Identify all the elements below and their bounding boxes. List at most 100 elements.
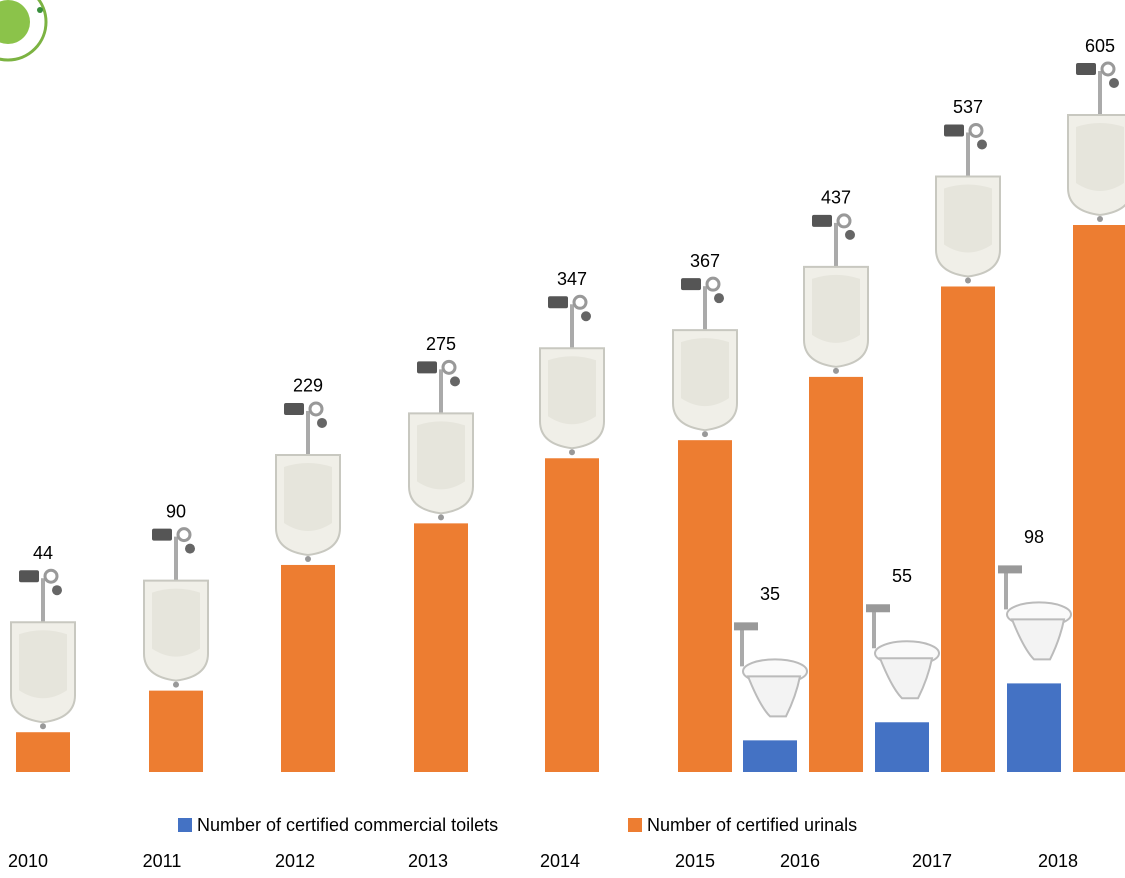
x-tick-label: 2014 xyxy=(540,851,580,871)
valve-knob xyxy=(574,296,586,308)
pipe xyxy=(306,411,310,455)
data-label: 35 xyxy=(760,584,780,604)
valve-handle xyxy=(581,311,591,321)
x-tick-label: 2012 xyxy=(275,851,315,871)
x-tick-label: 2017 xyxy=(912,851,952,871)
bowl-inner xyxy=(152,589,200,657)
x-tick-label: 2015 xyxy=(675,851,715,871)
valve-knob xyxy=(310,403,322,415)
drain xyxy=(965,277,971,283)
valve-knob xyxy=(707,278,719,290)
urinal-icon xyxy=(409,361,473,520)
data-label: 98 xyxy=(1024,527,1044,547)
bar xyxy=(1007,683,1061,772)
valve-handle xyxy=(450,376,460,386)
drain xyxy=(438,514,444,520)
data-label: 367 xyxy=(690,251,720,271)
data-label: 90 xyxy=(166,501,186,521)
data-label: 605 xyxy=(1085,36,1115,56)
valve xyxy=(548,296,568,308)
valve-knob xyxy=(178,529,190,541)
pipe xyxy=(1098,71,1102,115)
valve-knob xyxy=(838,215,850,227)
valve-knob xyxy=(1102,63,1114,75)
urinal-icon xyxy=(276,403,340,562)
valve xyxy=(681,278,701,290)
pipe xyxy=(703,286,707,330)
toilet-valve xyxy=(866,604,890,612)
x-tick-label: 2011 xyxy=(143,851,182,871)
valve-handle xyxy=(1109,78,1119,88)
valve xyxy=(152,529,172,541)
legend-swatch xyxy=(178,818,192,832)
valve-handle xyxy=(52,585,62,595)
bar xyxy=(809,377,863,772)
drain xyxy=(1097,216,1103,222)
bar xyxy=(281,565,335,772)
bar xyxy=(16,732,70,772)
bar xyxy=(678,440,732,772)
data-label: 44 xyxy=(33,543,53,563)
bowl-inner xyxy=(548,356,596,424)
chart: 3555984490229275347367437537605201020112… xyxy=(0,0,1125,878)
bar xyxy=(149,691,203,772)
drain xyxy=(569,449,575,455)
bar xyxy=(414,523,468,772)
legend-swatch xyxy=(628,818,642,832)
x-tick-label: 2010 xyxy=(8,851,48,871)
drain xyxy=(305,556,311,562)
valve-handle xyxy=(714,293,724,303)
pipe xyxy=(174,537,178,581)
urinal-icon xyxy=(144,529,208,688)
pipe xyxy=(570,304,574,348)
urinal-icon xyxy=(1068,63,1125,222)
bowl-inner xyxy=(681,338,729,406)
bowl-inner xyxy=(417,421,465,489)
urinal-icon xyxy=(936,124,1000,283)
valve-handle xyxy=(845,230,855,240)
valve xyxy=(1076,63,1096,75)
urinal-icon xyxy=(540,296,604,455)
bowl-inner xyxy=(284,463,332,531)
logo xyxy=(0,0,46,60)
bowl-inner xyxy=(19,630,67,698)
bowl-inner xyxy=(944,184,992,252)
data-label: 347 xyxy=(557,269,587,289)
bowl-inner xyxy=(1076,123,1124,191)
pipe xyxy=(41,578,45,622)
data-label: 229 xyxy=(293,376,323,396)
urinal-icon xyxy=(804,215,868,374)
drain xyxy=(40,723,46,729)
valve-knob xyxy=(443,361,455,373)
urinal-icon xyxy=(673,278,737,437)
x-tick-label: 2018 xyxy=(1038,851,1078,871)
pipe xyxy=(966,132,970,176)
bar xyxy=(1073,225,1125,772)
drain xyxy=(833,368,839,374)
pipe xyxy=(834,223,838,267)
valve-handle xyxy=(977,139,987,149)
pipe xyxy=(439,369,443,413)
valve-handle xyxy=(317,418,327,428)
data-label: 55 xyxy=(892,566,912,586)
data-label: 275 xyxy=(426,334,456,354)
valve xyxy=(417,361,437,373)
valve xyxy=(19,570,39,582)
bar xyxy=(743,740,797,772)
data-label: 437 xyxy=(821,188,851,208)
drain xyxy=(702,431,708,437)
toilet-pipe xyxy=(872,608,876,648)
valve xyxy=(812,215,832,227)
bar xyxy=(545,458,599,772)
valve-handle xyxy=(185,544,195,554)
valve xyxy=(944,124,964,136)
toilet-valve xyxy=(734,622,758,630)
bar xyxy=(875,722,929,772)
bar xyxy=(941,286,995,772)
bowl-inner xyxy=(812,275,860,343)
drain xyxy=(173,682,179,688)
x-tick-label: 2016 xyxy=(780,851,820,871)
x-tick-label: 2013 xyxy=(408,851,448,871)
toilet-pipe xyxy=(740,626,744,666)
legend-label: Number of certified urinals xyxy=(647,815,857,835)
